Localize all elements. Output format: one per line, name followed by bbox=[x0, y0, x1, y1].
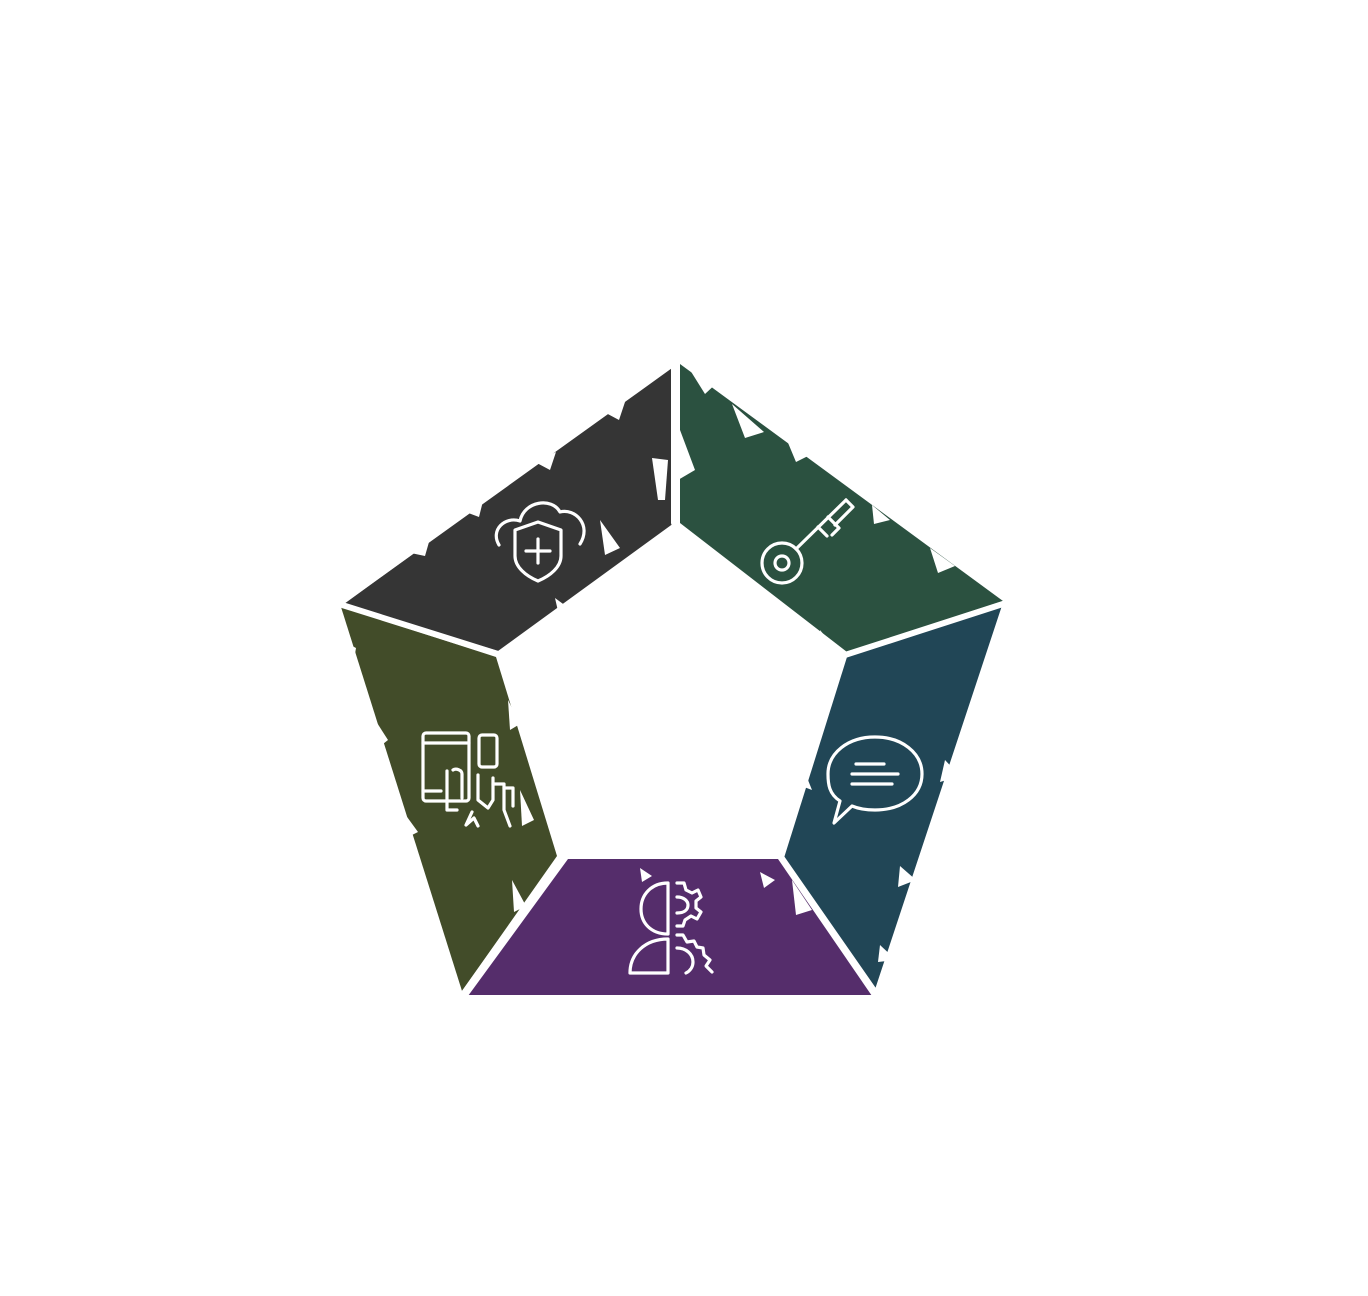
segment-top-right-shape bbox=[680, 364, 1003, 652]
segment-right bbox=[784, 606, 1005, 991]
segment-bottom-shape bbox=[468, 859, 872, 996]
speech-bubble-icon bbox=[826, 735, 924, 825]
segment-left bbox=[341, 607, 557, 991]
key-icon bbox=[760, 498, 855, 585]
segment-right-shape bbox=[784, 606, 1005, 991]
segment-top-right bbox=[680, 364, 1003, 652]
segment-top-left bbox=[344, 364, 674, 651]
pentagon-separators bbox=[336, 357, 1009, 1001]
segment-top-left-shape bbox=[344, 364, 674, 651]
devices-touch-icon bbox=[421, 731, 515, 828]
head-gears-icon bbox=[628, 881, 714, 975]
segment-left-shape bbox=[341, 607, 557, 991]
cloud-shield-plus-icon bbox=[494, 501, 586, 583]
segment-bottom bbox=[468, 859, 872, 996]
